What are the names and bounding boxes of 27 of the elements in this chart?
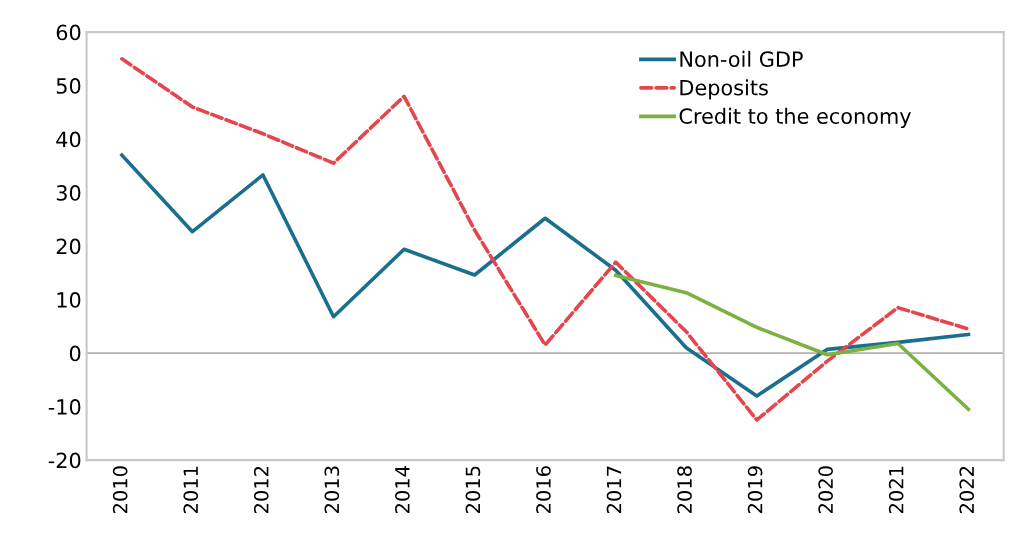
line-series	[613, 273, 971, 412]
x-tick-label: 2014	[395, 466, 410, 514]
x-tick-label: 2010	[112, 466, 128, 514]
y-tick-label: 50	[56, 78, 81, 94]
x-tick-label: 2015	[465, 466, 481, 514]
y-tick-label: 40	[56, 131, 81, 148]
x-tick-label: 2013	[324, 466, 340, 514]
y-tick-label: 20	[56, 238, 81, 255]
x-tick-label: 2017	[606, 466, 622, 514]
x-tick-label: 2019	[747, 466, 763, 514]
x-tick-label: 2012	[253, 466, 269, 514]
y-tick-label: 0	[69, 345, 81, 362]
legend-label: Credit to the economy	[679, 107, 911, 128]
x-tick-label: 2016	[536, 466, 551, 514]
legend-label: Deposits	[680, 79, 768, 100]
line-series	[120, 153, 971, 398]
x-tick-label: 2021	[888, 466, 904, 514]
y-tick-label: -20	[48, 452, 81, 469]
y-tick-label: 30	[56, 185, 81, 201]
x-tick-label: 2011	[183, 466, 199, 514]
x-tick-label: 2018	[677, 466, 692, 514]
legend-label: Non-oil GDP	[680, 50, 803, 67]
x-tick-label: 2020	[818, 466, 833, 514]
y-tick-label: 10	[57, 292, 81, 308]
y-tick-label: -10	[48, 399, 81, 415]
y-tick-label: 60	[56, 24, 81, 41]
x-tick-label: 2022	[959, 466, 975, 514]
